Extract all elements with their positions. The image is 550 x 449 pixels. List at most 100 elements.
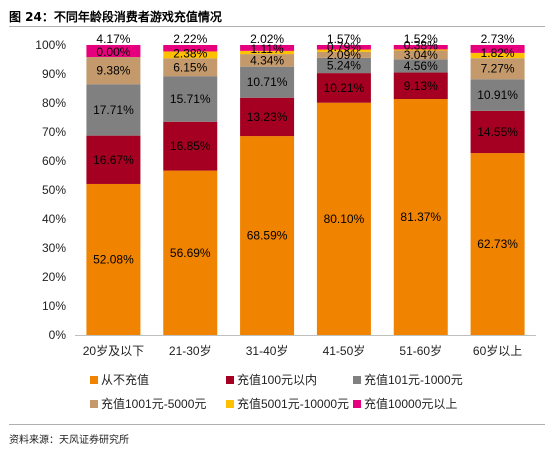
bar-segment <box>316 73 371 103</box>
data-label: 2.22% <box>173 32 207 46</box>
bar-segment <box>163 121 218 171</box>
legend-item: 充值5001元-10000元 <box>226 396 349 411</box>
y-tick-label: 30% <box>42 241 66 255</box>
data-label: 9.13% <box>404 79 438 93</box>
legend-swatch <box>353 376 361 384</box>
legend-label: 充值10000元以上 <box>364 396 457 411</box>
x-axis: 20岁及以下 21-30岁 31-40岁 41-50岁 51-60岁 60岁以上 <box>75 335 536 358</box>
bar-group <box>240 45 295 335</box>
bar-segment <box>470 79 525 111</box>
source-note: 资料来源：天风证券研究所 <box>9 435 129 446</box>
segment-labels: 52.08% 16.67% 17.71% 9.38% 0.00%4.17% 56.69% 1… <box>93 32 518 266</box>
bar-group <box>470 44 525 335</box>
legend-swatch <box>353 400 361 408</box>
y-tick-label: 50% <box>42 183 66 197</box>
bar-segment <box>393 45 448 50</box>
data-label: 15.71% <box>170 92 211 106</box>
bar-segment <box>316 49 371 52</box>
legend-label: 充值100元以内 <box>237 372 317 387</box>
bar-segment <box>86 135 141 184</box>
bar-segment <box>86 44 141 58</box>
y-tick-label: 60% <box>42 154 66 168</box>
data-label: 14.55% <box>477 125 518 139</box>
bar-segment <box>470 44 525 53</box>
legend-swatch <box>226 400 234 408</box>
y-tick-label: 20% <box>42 270 66 284</box>
data-label: 56.69% <box>170 246 211 260</box>
x-tick-label: 20岁及以下 <box>83 343 144 358</box>
data-label: 1.82% <box>481 46 515 60</box>
figure-title: 图 24：不同年龄段消费者游戏充值情况 <box>9 10 222 24</box>
bar-segment <box>470 153 525 335</box>
data-label: 2.02% <box>250 32 284 46</box>
data-label: 4.17% <box>96 32 130 46</box>
data-label: 10.71% <box>247 75 288 89</box>
x-tick-label: 31-40岁 <box>246 343 289 358</box>
legend-item: 充值10000元以上 <box>353 396 457 411</box>
bar-segment <box>86 183 141 335</box>
legend-label: 充值1001元-5000元 <box>101 396 206 411</box>
data-label: 1.57% <box>327 32 361 46</box>
data-label: 16.85% <box>170 139 211 153</box>
bar-group <box>393 45 448 335</box>
bar-group <box>86 44 141 335</box>
x-tick-label: 51-60岁 <box>399 343 442 358</box>
bar-segment <box>163 45 218 52</box>
data-label: 13.23% <box>247 110 288 124</box>
data-label: 1.52% <box>404 32 438 46</box>
bar-segment <box>240 97 295 137</box>
data-label: 52.08% <box>93 252 134 266</box>
y-tick-label: 0% <box>49 328 67 342</box>
legend-item: 充值1001元-5000元 <box>90 396 206 411</box>
data-label: 3.04% <box>404 48 438 62</box>
data-label: 80.10% <box>324 212 365 226</box>
data-label: 5.24% <box>327 59 361 73</box>
bar-segment <box>163 76 218 122</box>
data-label: 10.21% <box>324 81 365 95</box>
legend-label: 充值5001元-10000元 <box>237 396 349 411</box>
legend-swatch <box>90 400 98 408</box>
bar-segment <box>240 54 295 67</box>
bar-group <box>316 45 371 336</box>
bar-segment <box>163 170 218 335</box>
bar-segment <box>470 58 525 80</box>
bar-segment <box>393 49 448 51</box>
title-divider <box>9 26 545 27</box>
data-label: 0.38% <box>404 39 438 53</box>
y-tick-label: 90% <box>42 67 66 81</box>
x-tick-label: 60岁以上 <box>473 343 522 358</box>
bar-segment <box>240 136 295 335</box>
y-tick-label: 80% <box>42 96 66 110</box>
data-label: 1.11% <box>251 42 284 56</box>
bar-segment <box>240 50 295 55</box>
legend-swatch <box>226 376 234 384</box>
legend-item: 从不充值 <box>90 372 149 387</box>
legend-item: 充值100元以内 <box>226 372 317 387</box>
data-label: 6.15% <box>173 60 207 74</box>
footer-divider <box>9 424 545 425</box>
bar-segment <box>86 84 141 136</box>
bar-group <box>163 45 218 335</box>
data-label: 16.67% <box>93 153 134 167</box>
data-label: 68.59% <box>247 229 288 243</box>
data-label: 7.27% <box>481 62 515 76</box>
y-tick-label: 100% <box>35 38 66 52</box>
x-tick-label: 21-30岁 <box>169 343 212 358</box>
y-axis: 0% 10% 20% 30% 40% 50% 60% 70% 80% 90% 100% <box>35 38 66 342</box>
legend-label: 充值101元-1000元 <box>364 372 463 387</box>
data-label: 62.73% <box>477 237 518 251</box>
x-tick-label: 41-50岁 <box>323 343 366 358</box>
y-tick-label: 40% <box>42 212 66 226</box>
data-label: 4.34% <box>250 53 284 67</box>
bar-segment <box>240 66 295 98</box>
data-label: 2.38% <box>173 46 207 60</box>
legend-item: 充值101元-1000元 <box>353 372 463 387</box>
data-label: 81.37% <box>400 210 441 224</box>
bar-segment <box>470 110 525 154</box>
legend-label: 从不充值 <box>101 372 149 387</box>
bar-segment <box>86 57 141 85</box>
data-label: 9.38% <box>96 64 130 78</box>
bar-segment <box>470 52 525 59</box>
